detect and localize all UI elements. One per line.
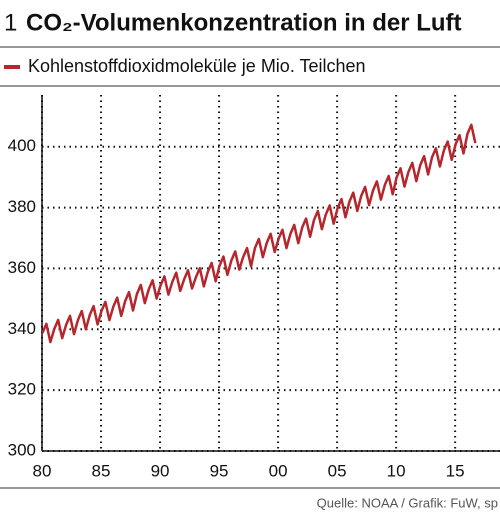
legend-label: Kohlenstoffdioxidmoleküle je Mio. Teilch… xyxy=(28,56,366,76)
source: Quelle: NOAA / Grafik: FuW, sp xyxy=(317,495,498,510)
y-tick-label: 340 xyxy=(8,319,36,338)
x-tick-label: 80 xyxy=(33,461,52,480)
x-tick-label: 15 xyxy=(446,461,465,480)
chart-number: 1 xyxy=(4,9,17,36)
y-tick-label: 380 xyxy=(8,197,36,216)
x-tick-label: 90 xyxy=(151,461,170,480)
y-tick-label: 320 xyxy=(8,380,36,399)
chart-title: CO₂-Volumenkonzentration in der Luft xyxy=(26,9,462,36)
x-tick-label: 85 xyxy=(92,461,111,480)
x-tick-label: 95 xyxy=(210,461,229,480)
x-tick-label: 05 xyxy=(328,461,347,480)
y-tick-label: 360 xyxy=(8,258,36,277)
data-line xyxy=(41,123,477,344)
y-tick-label: 300 xyxy=(8,440,36,459)
y-tick-label: 400 xyxy=(8,136,36,155)
x-tick-label: 10 xyxy=(387,461,406,480)
x-tick-label: 00 xyxy=(269,461,288,480)
